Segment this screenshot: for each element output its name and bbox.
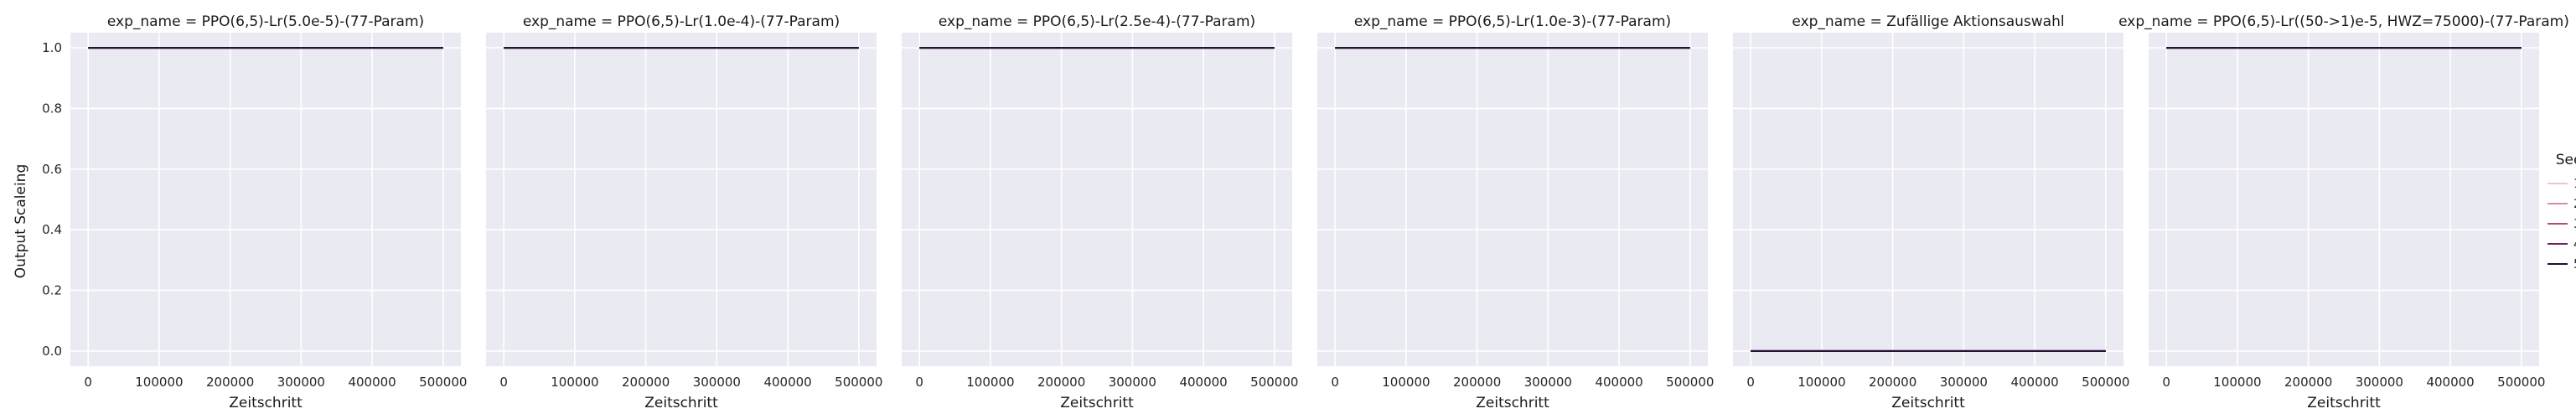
x-tick-label: 200000 xyxy=(1453,375,1501,390)
plot-area xyxy=(70,33,461,366)
x-axis-label: Zeitschritt xyxy=(1476,395,1549,411)
facet-panel: exp_name = PPO(6,5)-Lr(2.5e-4)-(77-Param… xyxy=(902,13,1298,411)
x-tick-label: 500000 xyxy=(1250,375,1298,390)
x-tick-label: 400000 xyxy=(2010,375,2058,390)
legend-label-seed-20: 20 xyxy=(2573,196,2576,211)
x-tick-label: 0 xyxy=(1331,375,1339,390)
facet-panel: exp_name = PPO(6,5)-Lr(1.0e-3)-(77-Param… xyxy=(1317,13,1714,411)
x-tick-label: 300000 xyxy=(2356,375,2403,390)
x-tick-label: 500000 xyxy=(419,375,467,390)
x-tick-label: 200000 xyxy=(622,375,670,390)
x-tick-label: 0 xyxy=(2162,375,2170,390)
x-tick-label: 100000 xyxy=(966,375,1014,390)
legend-label-seed-30: 30 xyxy=(2573,216,2576,231)
x-tick-label: 300000 xyxy=(1524,375,1572,390)
legend-title: Seed xyxy=(2556,152,2576,168)
x-tick-label: 400000 xyxy=(348,375,396,390)
legend-label-seed-50: 50 xyxy=(2573,256,2576,272)
x-tick-label: 100000 xyxy=(2213,375,2261,390)
facet-panel: exp_name = Zufällige Aktionsauswahl 0 1000… xyxy=(1733,13,2129,411)
x-tick-label: 400000 xyxy=(1179,375,1227,390)
facet-title: exp_name = Zufällige Aktionsauswahl xyxy=(1792,13,2064,30)
facet-title: exp_name = PPO(6,5)-Lr(1.0e-4)-(77-Param… xyxy=(523,13,840,30)
y-tick-label: 0.4 xyxy=(42,222,62,237)
x-tick-label: 100000 xyxy=(135,375,183,390)
x-tick-label: 100000 xyxy=(1382,375,1430,390)
y-tick-label: 0.0 xyxy=(42,344,62,359)
x-tick-label: 0 xyxy=(84,375,92,390)
x-axis-label: Zeitschritt xyxy=(1060,395,1134,411)
x-axis-label: Zeitschritt xyxy=(1891,395,1965,411)
plot-area xyxy=(902,33,1292,366)
y-tick-label: 0.2 xyxy=(42,283,62,298)
x-tick-label: 400000 xyxy=(763,375,811,390)
facet-panel: exp_name = PPO(6,5)-Lr(5.0e-5)-(77-Param… xyxy=(42,13,467,411)
facet-panel: exp_name = PPO(6,5)-Lr(1.0e-4)-(77-Param… xyxy=(486,13,882,411)
legend-label-seed-40: 40 xyxy=(2573,236,2576,251)
x-axis-label: Zeitschritt xyxy=(644,395,718,411)
x-tick-label: 0 xyxy=(1746,375,1755,390)
x-tick-label: 100000 xyxy=(1798,375,1845,390)
y-tick-label: 0.8 xyxy=(42,101,62,116)
x-tick-label: 500000 xyxy=(1666,375,1714,390)
x-tick-label: 400000 xyxy=(1595,375,1642,390)
legend-label-seed-10: 10 xyxy=(2573,176,2576,191)
x-axis-label: Zeitschritt xyxy=(229,395,303,411)
plot-area xyxy=(1733,33,2123,366)
facet-title: exp_name = PPO(6,5)-Lr((50->1)e-5, HWZ=7… xyxy=(2118,13,2569,30)
x-tick-label: 500000 xyxy=(2082,375,2129,390)
x-tick-label: 0 xyxy=(915,375,923,390)
x-tick-label: 200000 xyxy=(2284,375,2332,390)
x-tick-label: 400000 xyxy=(2426,375,2474,390)
x-tick-label: 300000 xyxy=(277,375,325,390)
plot-area xyxy=(2149,33,2539,366)
legend: Seed 10 20 30 40 50 xyxy=(2548,152,2576,272)
x-axis-label: Zeitschritt xyxy=(2307,395,2381,411)
y-axis-label: Output Scaleing xyxy=(13,164,29,278)
x-tick-label: 300000 xyxy=(693,375,741,390)
facet-panels: exp_name = PPO(6,5)-Lr(5.0e-5)-(77-Param… xyxy=(42,13,2569,411)
x-tick-label: 200000 xyxy=(206,375,254,390)
x-tick-label: 200000 xyxy=(1037,375,1085,390)
facet-title: exp_name = PPO(6,5)-Lr(1.0e-3)-(77-Param… xyxy=(1354,13,1671,30)
x-tick-label: 200000 xyxy=(1869,375,1916,390)
x-tick-label: 500000 xyxy=(2497,375,2545,390)
x-tick-label: 500000 xyxy=(835,375,882,390)
y-tick-label: 1.0 xyxy=(42,40,62,55)
facet-title: exp_name = PPO(6,5)-Lr(5.0e-5)-(77-Param… xyxy=(107,13,424,30)
plot-area xyxy=(486,33,877,366)
facet-title: exp_name = PPO(6,5)-Lr(2.5e-4)-(77-Param… xyxy=(939,13,1255,30)
x-tick-label: 300000 xyxy=(1940,375,1988,390)
x-tick-label: 0 xyxy=(499,375,508,390)
facet-panel: exp_name = PPO(6,5)-Lr((50->1)e-5, HWZ=7… xyxy=(2118,13,2569,411)
x-tick-label: 300000 xyxy=(1109,375,1156,390)
y-tick-label: 0.6 xyxy=(42,162,62,177)
plot-area xyxy=(1317,33,1708,366)
x-tick-label: 100000 xyxy=(551,375,598,390)
